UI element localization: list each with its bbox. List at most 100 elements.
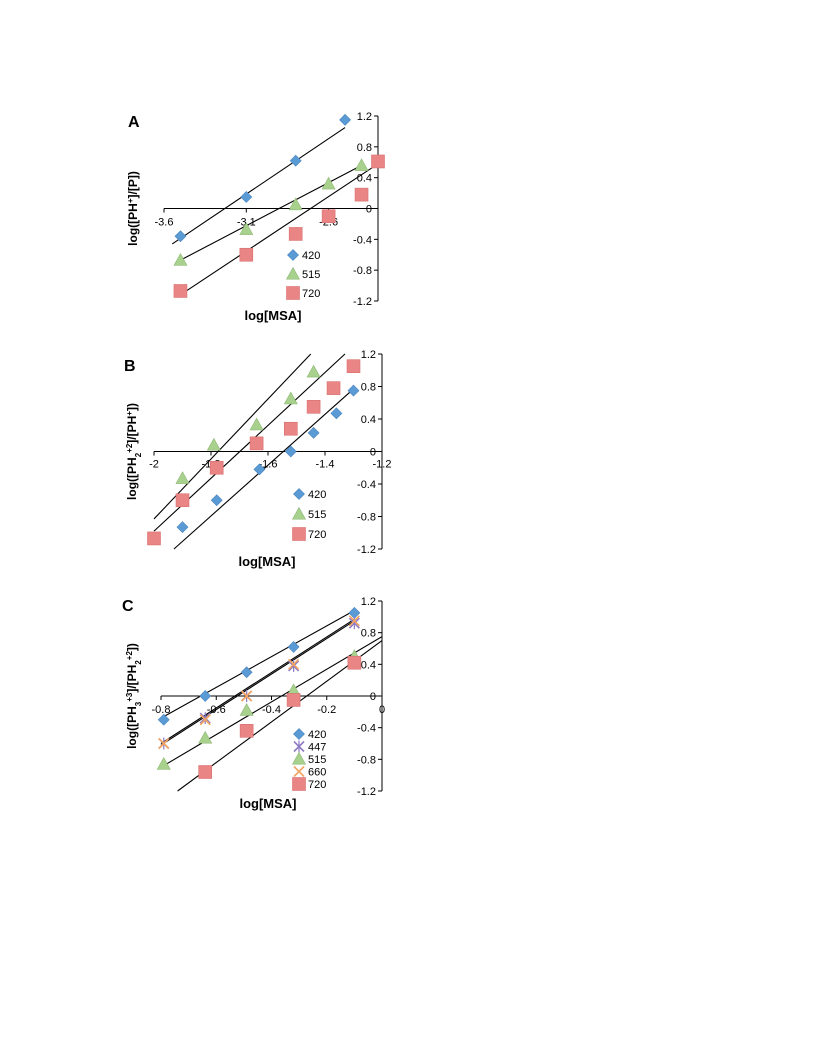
legend-label: 660 xyxy=(308,767,326,779)
y-axis-title: log([PH2+2]/[PH+]) xyxy=(125,403,143,500)
data-point xyxy=(287,640,300,653)
legend-entry-660: 660 xyxy=(293,765,326,779)
legend-label: 420 xyxy=(302,250,320,262)
x-axis-title: log[MSA] xyxy=(244,308,301,323)
y-tick-label: 1.2 xyxy=(357,111,372,123)
data-point xyxy=(371,154,385,169)
panel-label: A xyxy=(128,114,140,131)
fit-line-515 xyxy=(153,353,312,520)
fit-line-515 xyxy=(180,164,362,261)
data-point xyxy=(306,400,321,414)
y-tick-label: -0.4 xyxy=(357,479,376,491)
y-tick-label: 0.8 xyxy=(357,142,372,154)
panel-label: C xyxy=(122,598,134,615)
data-point xyxy=(206,437,221,451)
series-660 xyxy=(158,615,360,750)
y-tick-label: 0 xyxy=(370,447,376,459)
data-point xyxy=(283,421,298,436)
legend-label: 720 xyxy=(302,288,320,300)
data-point xyxy=(199,714,211,726)
data-point xyxy=(240,666,253,679)
y-tick-label: 0.8 xyxy=(361,382,376,394)
data-point xyxy=(347,655,362,670)
fit-line-660 xyxy=(160,618,355,744)
legend-label: 515 xyxy=(308,509,326,521)
legend-marker xyxy=(286,286,300,300)
legend-marker xyxy=(293,765,305,778)
data-point xyxy=(174,230,187,243)
x-tick-label: -3.6 xyxy=(155,217,174,229)
series-420 xyxy=(174,113,352,243)
legend-marker xyxy=(292,777,306,791)
fit-line-720 xyxy=(180,163,379,296)
legend-marker xyxy=(293,740,305,753)
panel-label: B xyxy=(124,358,136,375)
x-tick-label: -1.4 xyxy=(316,459,335,471)
x-axis-title: log[MSA] xyxy=(239,796,296,811)
legend-entry-515: 515 xyxy=(285,266,320,281)
y-tick-label: 0.4 xyxy=(361,659,376,671)
series-720 xyxy=(198,655,362,779)
x-tick-label: -0.4 xyxy=(262,704,281,716)
x-tick-label: -2 xyxy=(149,459,159,471)
data-point xyxy=(354,158,369,171)
series-420 xyxy=(176,384,360,533)
legend-label: 420 xyxy=(308,489,326,501)
data-point xyxy=(326,381,341,395)
data-point xyxy=(284,445,297,458)
data-point xyxy=(198,730,213,744)
legend-entry-720: 720 xyxy=(292,527,326,541)
data-point xyxy=(239,724,254,738)
legend-label: 447 xyxy=(308,742,326,754)
legend-label: 720 xyxy=(308,529,326,541)
y-tick-label: -0.8 xyxy=(353,265,372,277)
legend-entry-515: 515 xyxy=(291,751,326,766)
data-point xyxy=(346,359,361,373)
data-point xyxy=(253,463,266,476)
legend-label: 420 xyxy=(308,729,326,741)
legend-entry-420: 420 xyxy=(287,249,320,262)
legend-label: 515 xyxy=(302,269,320,281)
data-point xyxy=(330,407,343,420)
data-point xyxy=(283,391,298,405)
chart-panel-b: B-1.2-0.8-0.400.40.81.2-2-1.8-1.6-1.4-1.… xyxy=(124,349,391,569)
data-point xyxy=(199,690,212,702)
y-tick-label: -0.4 xyxy=(357,723,376,735)
data-point xyxy=(307,426,320,439)
y-tick-label: 0.8 xyxy=(361,628,376,640)
data-point xyxy=(288,658,300,670)
x-tick-label: -0.8 xyxy=(152,704,171,716)
data-point xyxy=(288,227,303,241)
y-tick-label: -0.8 xyxy=(357,754,376,766)
series-515 xyxy=(175,364,321,484)
data-point xyxy=(240,191,253,203)
legend-entry-447: 447 xyxy=(293,740,326,754)
data-point xyxy=(209,460,224,475)
data-point xyxy=(239,222,254,235)
y-tick-label: -1.2 xyxy=(357,786,376,798)
data-point xyxy=(321,176,336,190)
data-point xyxy=(173,284,188,298)
legend-entry-420: 420 xyxy=(293,488,326,501)
legend-entry-420: 420 xyxy=(293,728,326,741)
y-tick-label: -1.2 xyxy=(353,296,372,308)
legend-entry-515: 515 xyxy=(291,506,326,521)
data-point xyxy=(321,209,336,224)
chart-panel-a: A-1.2-0.8-0.400.40.81.2-3.6-3.1-2.642051… xyxy=(126,111,385,323)
legend-marker xyxy=(293,728,305,740)
data-point xyxy=(176,521,189,533)
data-point xyxy=(158,737,170,750)
legend-marker xyxy=(285,266,301,280)
data-point xyxy=(249,417,264,431)
data-point xyxy=(147,531,161,546)
data-point xyxy=(249,436,264,451)
y-axis-title: log([PH3+3]/[PH2+2]) xyxy=(125,643,143,749)
y-tick-label: 0.4 xyxy=(357,173,372,185)
data-point xyxy=(239,247,254,262)
fit-line-447 xyxy=(160,620,355,746)
x-tick-label: -1.2 xyxy=(373,459,392,471)
legend-marker xyxy=(291,506,307,520)
data-point xyxy=(354,187,369,202)
data-point xyxy=(198,765,212,779)
